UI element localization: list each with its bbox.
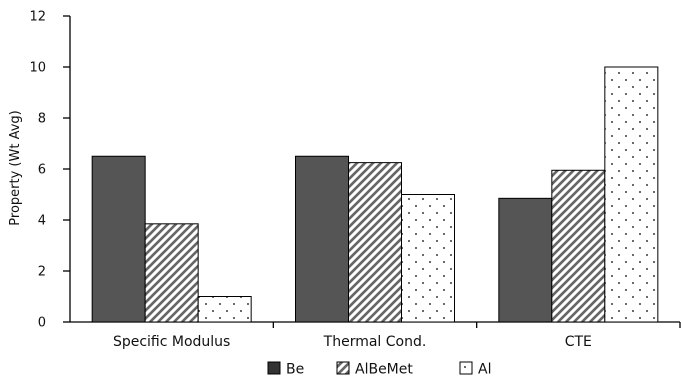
- legend: Be AlBeMet Al: [267, 361, 491, 378]
- bar-al-cte: [604, 66, 659, 323]
- y-tick-label: 8: [38, 112, 46, 127]
- bar-al-specific-modulus: [197, 296, 252, 323]
- bar-be-specific-modulus: [91, 155, 146, 323]
- legend-label-albemet: AlBeMet: [355, 362, 413, 378]
- bars: [91, 66, 659, 323]
- y-tick-label: 10: [29, 61, 46, 76]
- bar-al-thermal-cond: [401, 194, 455, 323]
- y-tick-labels: 0 2 4 6 8 10 12: [29, 10, 46, 331]
- legend-label-be: Be: [286, 362, 304, 378]
- y-tick-label: 0: [38, 316, 46, 331]
- y-tick-label: 4: [38, 214, 46, 229]
- y-axis-title: Property (Wt Avg): [8, 110, 23, 225]
- bar-albemet-thermal-cond: [348, 162, 402, 323]
- legend-swatch-al: [459, 361, 473, 375]
- bar-albemet-specific-modulus: [144, 223, 199, 323]
- legend-label-al: Al: [478, 362, 491, 378]
- x-category-labels: Specific Modulus Thermal Cond. CTE: [113, 334, 592, 350]
- x-category-label: Specific Modulus: [113, 334, 230, 350]
- y-tick-label: 6: [38, 163, 46, 178]
- legend-swatch-be: [267, 361, 281, 375]
- x-category-label: CTE: [565, 334, 592, 350]
- legend-swatch-albemet: [336, 361, 350, 375]
- y-tick-label: 12: [29, 10, 46, 25]
- bar-albemet-cte: [551, 169, 606, 323]
- bar-be-thermal-cond: [295, 155, 349, 323]
- x-category-label: Thermal Cond.: [323, 334, 427, 350]
- y-tick-label: 2: [38, 265, 46, 280]
- bar-be-cte: [498, 197, 553, 323]
